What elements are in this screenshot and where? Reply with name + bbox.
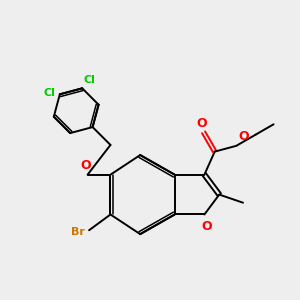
Text: Cl: Cl (44, 88, 56, 98)
Text: O: O (202, 220, 212, 233)
Text: Br: Br (71, 227, 85, 237)
Text: O: O (81, 159, 92, 172)
Text: O: O (238, 130, 249, 143)
Text: Cl: Cl (84, 75, 96, 85)
Text: O: O (197, 117, 207, 130)
